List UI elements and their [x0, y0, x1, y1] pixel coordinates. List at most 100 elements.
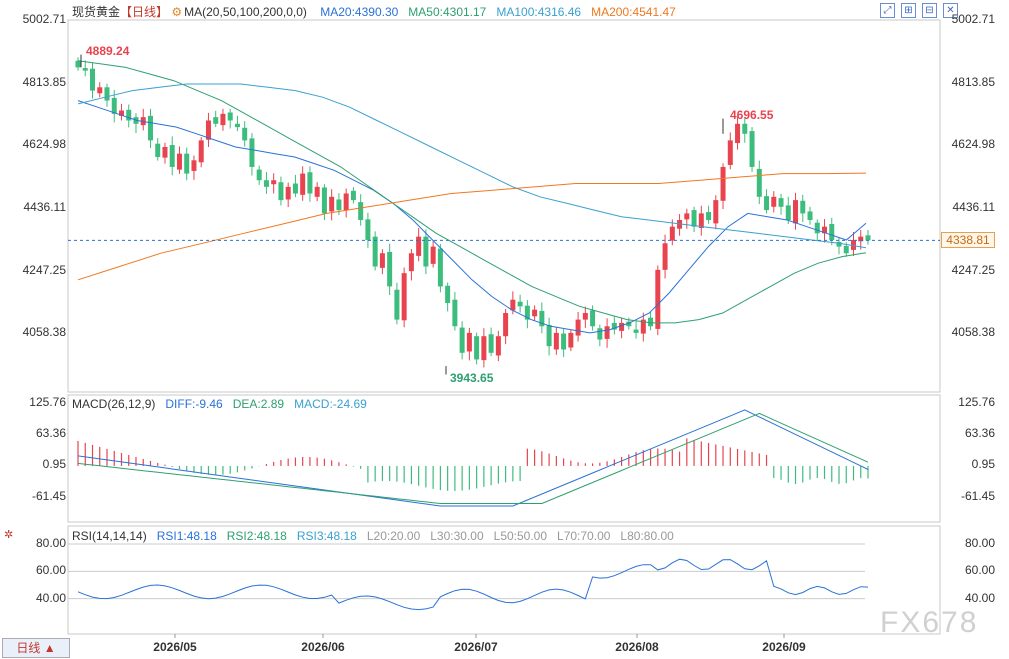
macd-tick-label: 0.95 [971, 457, 995, 472]
gear-icon[interactable]: ✲ [4, 529, 14, 541]
macd-tick-label: -61.45 [31, 488, 66, 503]
candle [379, 253, 385, 268]
candle [343, 193, 349, 211]
candle [865, 235, 871, 241]
rsi-tick-label: 60.00 [964, 563, 995, 578]
candle [735, 123, 741, 144]
x-tick-label: 2026/07 [454, 640, 498, 654]
candle [677, 220, 683, 229]
ma-value-2: MA100:4316.46 [496, 5, 582, 19]
macd-panel-frame [67, 394, 941, 523]
candle [481, 336, 487, 361]
candle [234, 123, 240, 128]
symbol-name: 现货黄金 [72, 5, 121, 19]
ma-label[interactable]: MA(20,50,100,200,0,0) [184, 5, 307, 19]
candle [582, 312, 588, 320]
candle [198, 140, 204, 163]
settings-icon[interactable]: ⚙ [171, 5, 183, 19]
candle [488, 334, 494, 353]
candle [271, 180, 277, 185]
high-annotation: 4889.24 [86, 44, 130, 58]
candle [648, 317, 654, 327]
candle [191, 160, 197, 171]
candle [430, 246, 436, 264]
candle [510, 299, 516, 311]
candle [329, 196, 335, 212]
rsi-value-6: L50:50.00 [493, 529, 548, 543]
candle [778, 198, 784, 207]
macd-header: MACD(26,12,9) DIFF:-9.46 DEA:2.89 MACD:-24.… [72, 397, 377, 411]
candle [104, 87, 110, 101]
rsi-header: RSI(14,14,14) RSI1:48.18 RSI2:48.18 RSI3:48… [72, 529, 684, 543]
rsi-value-1: RSI1:48.18 [156, 529, 217, 543]
candle [176, 153, 182, 170]
candle [575, 319, 581, 336]
candle [423, 236, 429, 267]
candle [561, 333, 567, 350]
rsi-panel-frame [67, 525, 941, 635]
rsi-value-2: RSI2:48.18 [226, 529, 287, 543]
candle [553, 332, 559, 350]
candle [437, 248, 443, 287]
candle [459, 327, 465, 353]
candle [75, 60, 81, 68]
ma-value-1: MA50:4301.17 [408, 5, 487, 19]
candle [474, 336, 480, 360]
macd-tick-label: 0.95 [42, 457, 66, 472]
price-tick-label: 4813.85 [951, 74, 995, 89]
candle [394, 289, 400, 320]
price-tick-label: 5002.71 [22, 12, 66, 26]
ma-values: MA20:4390.30 MA50:4301.17 MA100:4316.46 MA2… [320, 5, 686, 19]
main-chart-header: 现货黄金【日线】 ⚙ MA(20,50,100,200,0,0) MA20:439… [72, 3, 696, 20]
candle [184, 153, 190, 174]
candle [97, 87, 103, 94]
rsi-tick-label: 80.00 [35, 536, 66, 550]
candle [662, 243, 668, 270]
price-tick-label: 4436.11 [952, 200, 996, 215]
candle [227, 112, 233, 121]
candle [691, 210, 697, 227]
ma200-line [77, 172, 867, 281]
candle [300, 173, 306, 195]
rsi-value-0: RSI(14,14,14) [72, 529, 147, 543]
rsi-tick-label: 40.00 [35, 590, 66, 605]
candle [851, 239, 857, 250]
candle [169, 145, 175, 167]
candle [89, 68, 95, 91]
candle [358, 202, 364, 221]
rsi-tick-label: 80.00 [964, 536, 995, 550]
candle [111, 97, 117, 114]
candle [640, 319, 646, 334]
candle [321, 187, 327, 214]
price-tick-label: 5002.71 [951, 12, 995, 26]
tile-icon[interactable]: ⊞ [901, 3, 916, 18]
candle [706, 212, 712, 221]
expand-icon[interactable]: ⤢ [880, 3, 895, 18]
current-price-tag: 4338.81 [941, 232, 995, 249]
ma-value-3: MA200:4541.47 [591, 5, 676, 19]
candle [568, 332, 574, 348]
candle [213, 117, 219, 124]
ma50-line [77, 60, 867, 324]
split-icon[interactable]: ⊟ [922, 3, 937, 18]
rsi-value-5: L30:30.00 [430, 529, 484, 543]
candle [445, 285, 451, 304]
candle [387, 251, 393, 287]
candle [713, 200, 719, 224]
rsi-value-3: RSI3:48.18 [296, 529, 357, 543]
candle [539, 310, 545, 327]
candle [314, 186, 320, 197]
macd-value-2: DEA:2.89 [232, 397, 285, 411]
price-tick-label: 4058.38 [22, 325, 66, 340]
period-select-button[interactable]: 日线 ▲ [2, 638, 70, 658]
rsi-value-7: L70:70.00 [557, 529, 611, 543]
candle [590, 310, 596, 327]
candle [829, 224, 835, 240]
period-label[interactable]: 【日线】 [120, 5, 169, 19]
macd-value-0: MACD(26,12,9) [72, 397, 156, 411]
close-icon[interactable]: ✕ [943, 3, 958, 18]
candle [749, 131, 755, 167]
candle [655, 269, 661, 329]
candle [292, 183, 298, 194]
low-annotation: 3943.65 [450, 371, 494, 385]
